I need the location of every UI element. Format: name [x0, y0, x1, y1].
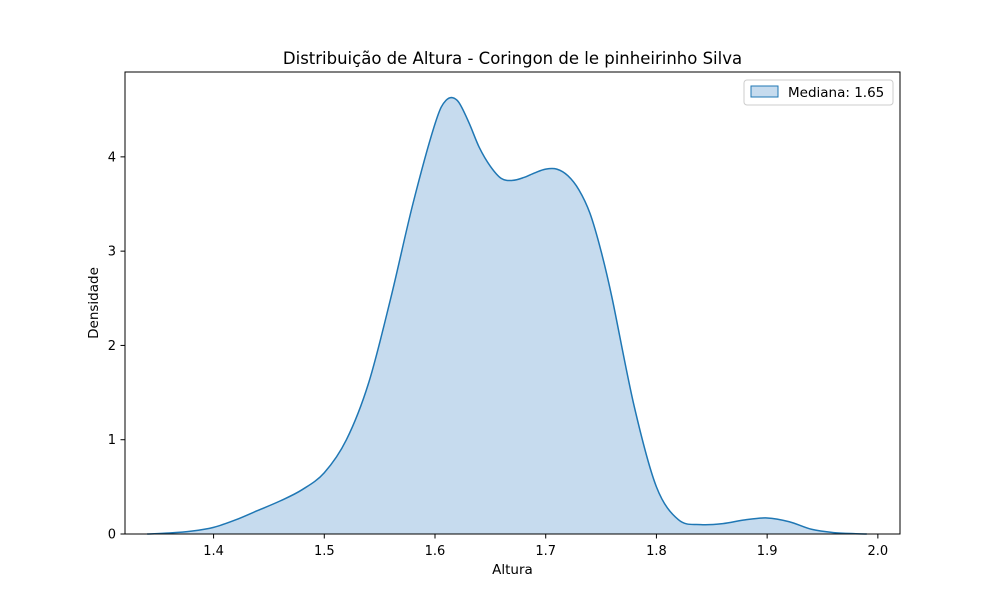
x-tick-label: 2.0	[868, 544, 889, 559]
y-axis: 0 1 2 3 4	[108, 150, 125, 543]
x-tick-label: 1.6	[425, 544, 446, 559]
x-tick-label: 1.8	[646, 544, 667, 559]
x-tick-label: 1.9	[757, 544, 778, 559]
series-line	[147, 96, 867, 535]
x-tick-label: 1.7	[535, 544, 556, 559]
chart-title: Distribuição de Altura - Coringon de le …	[283, 49, 742, 68]
legend-box	[743, 79, 894, 106]
legend-swatch	[750, 85, 779, 98]
x-axis: 1.4 1.5 1.6 1.7 1.8 1.9 2.0	[203, 534, 888, 559]
legend-label: Mediana: 1.65	[788, 85, 884, 101]
x-tick-label: 1.4	[203, 544, 224, 559]
x-tick-label: 1.5	[314, 544, 335, 559]
y-tick-label: 3	[108, 245, 116, 260]
y-tick-label: 4	[108, 150, 116, 165]
axes-frame	[124, 71, 901, 535]
x-axis-label: Altura	[492, 562, 533, 578]
y-tick-label: 0	[108, 528, 116, 543]
y-tick-label: 2	[108, 339, 116, 354]
series-area-fill	[147, 97, 867, 534]
plot-area	[147, 96, 867, 535]
y-axis-label: Densidade	[86, 267, 102, 339]
y-tick-label: 1	[108, 433, 116, 448]
legend: Mediana: 1.65	[743, 79, 894, 106]
